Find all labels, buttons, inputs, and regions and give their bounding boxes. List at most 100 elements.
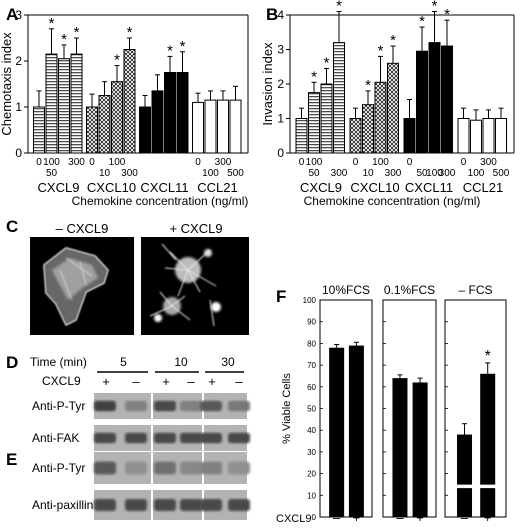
x-tick-label: 50 [46, 168, 58, 179]
blot-d-fak-band [94, 432, 116, 444]
blot-d-fak-band [228, 432, 250, 444]
blot-e-paxillin-label: Anti-paxillin [32, 498, 93, 512]
chart-f: 0 10 20 30 40 50 60 70 80 90 100 % Viable Cells 10%F… [276, 283, 507, 525]
y-tick-label: 80 [307, 339, 316, 348]
bar-cxcl10-1 [98, 95, 111, 154]
blot-e-paxillin-band [94, 499, 116, 511]
y-axis-label: Chemotaxis index [0, 32, 14, 136]
x-tick-label: 100 [468, 168, 485, 179]
sign-plus: + [162, 374, 170, 389]
x-tick-label: 100 [372, 157, 389, 168]
bar-cxcl11-0 [139, 106, 151, 154]
blot-d-ptyr-band [228, 400, 250, 412]
significance-star: * [336, 0, 342, 15]
bar-cxcl10-2 [111, 81, 123, 154]
axis-break [479, 484, 497, 489]
y-tick-label: 20 [307, 470, 316, 479]
significance-star: * [365, 77, 371, 94]
time-value: 10 [174, 355, 188, 369]
bar-viable-0-1 [348, 345, 364, 517]
bar-cxcl10-1 [362, 104, 374, 154]
bar-cxcl11-1 [416, 50, 428, 154]
y-tick-label: 50 [307, 405, 316, 414]
significance-star: * [378, 42, 384, 59]
blot-d-fak-label: Anti-FAK [32, 431, 79, 445]
bar-cxcl10-3 [123, 49, 136, 154]
sign-minus: – [235, 374, 243, 389]
blot-d-ptyr-band [154, 400, 176, 412]
x-tick-label: 100 [202, 168, 219, 179]
significance-star: * [180, 38, 186, 55]
significance-star: * [61, 31, 67, 48]
y-tick-label: 30 [307, 448, 316, 457]
blot-e-ptyr-band [125, 461, 147, 475]
x-tick-label: 100 [109, 157, 126, 168]
x-tick-label: 0 [36, 157, 42, 168]
blot-gap [151, 490, 153, 520]
blot-e-ptyr-band [94, 461, 116, 475]
bar-ccl21-1 [470, 119, 482, 154]
x-tick-label: 300 [385, 168, 402, 179]
time-value: 30 [221, 355, 235, 369]
panel-label-d: D [6, 353, 18, 372]
time-value: 5 [120, 355, 127, 369]
panel-label-a: A [6, 5, 18, 24]
x-tick-label: 100 [426, 168, 443, 179]
subplot-frame [444, 299, 507, 518]
micrograph-plus-label: + CXCL9 [169, 221, 222, 236]
bar-cxcl9-1 [308, 92, 320, 154]
significance-star: * [485, 348, 491, 365]
y-tick-label: 4 [277, 8, 284, 22]
micrograph-minus-label: – CXCL9 [56, 221, 109, 236]
axis-break [456, 484, 474, 489]
bar-cxcl11-0 [403, 118, 416, 154]
y-tick-label: 2 [277, 77, 284, 91]
cells-plus [149, 243, 221, 327]
bar-cxcl9-1 [45, 53, 58, 154]
x-tick-label: 300 [215, 157, 232, 168]
y-tick-label: 0 [277, 146, 284, 160]
sign-minus: – [187, 374, 195, 389]
blot-e-ptyr-band [228, 461, 250, 475]
group-label-cxcl9: CXCL9 [300, 180, 342, 195]
significance-star: * [114, 52, 120, 69]
blot-gap [151, 452, 153, 484]
blot-e-ptyr-label: Anti-P-Tyr [32, 461, 85, 475]
bar-ccl21-3 [229, 99, 242, 154]
significance-star: * [127, 24, 133, 41]
group-label-cxcl10: CXCL10 [87, 180, 136, 195]
bar-cxcl9-0 [33, 106, 45, 154]
group-label-cxcl11: CXCL11 [405, 180, 453, 195]
x-category-label: – [333, 510, 341, 524]
y-tick-label: 2 [15, 54, 22, 68]
y-tick-label: 1 [277, 112, 284, 126]
subplot-frame [382, 299, 437, 518]
x-tick-label: 0 [353, 157, 359, 168]
y-tick-label: 3 [15, 8, 22, 22]
blot-d-ptyr-band [180, 400, 202, 412]
x-category-label: – [396, 510, 404, 524]
significance-star: * [49, 15, 55, 32]
y-tick-label: 1 [15, 100, 22, 114]
x-tick-label: 0 [461, 157, 467, 168]
blot-d-fak-band [200, 432, 222, 444]
blot-e-paxillin-band [125, 499, 147, 511]
bar-viable-1-0 [392, 378, 408, 517]
bar-cxcl10-2 [374, 81, 387, 154]
bar-cxcl9-0 [295, 118, 308, 154]
sign-plus: + [102, 374, 110, 389]
x-category-label: + [484, 510, 492, 524]
sign-minus: – [132, 374, 140, 389]
significance-star: * [432, 0, 438, 15]
y-axis-label: Invasion index [260, 42, 275, 126]
x-tick-label: 500 [493, 168, 510, 179]
y-tick-label: 10 [307, 491, 316, 500]
significance-star: * [444, 6, 450, 23]
y-tick-label: 90 [307, 318, 316, 327]
x-axis-label: Chemokine concentration (ng/ml) [72, 194, 249, 208]
blot-e-ptyr-band [180, 461, 202, 475]
blot-d-fak-band [180, 432, 202, 444]
